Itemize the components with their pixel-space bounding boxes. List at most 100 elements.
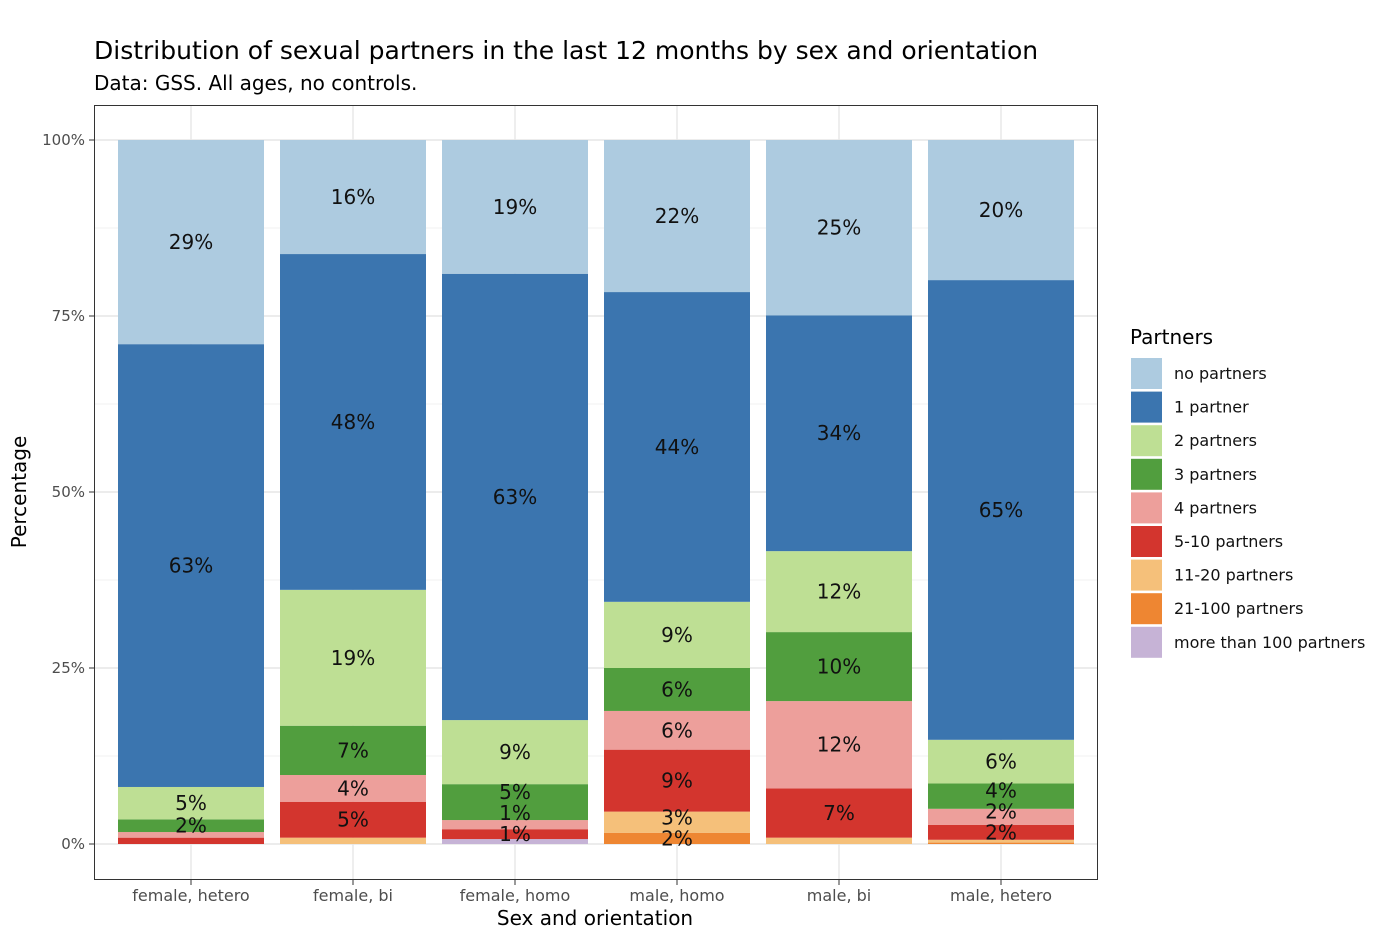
bar-segment — [928, 783, 1074, 809]
data-label: 4% — [985, 778, 1017, 802]
data-label: 63% — [169, 554, 213, 578]
legend-label: 21-100 partners — [1174, 599, 1303, 618]
bar-segment — [442, 820, 588, 830]
data-label: 6% — [985, 750, 1017, 774]
x-axis-title: Sex and orientation — [497, 906, 693, 930]
bar-segment — [280, 589, 426, 726]
legend-title: Partners — [1130, 325, 1213, 349]
data-label: 10% — [817, 655, 861, 679]
bar-segment — [280, 254, 426, 590]
legend-swatch — [1131, 593, 1162, 625]
legend-label: 11-20 partners — [1174, 566, 1293, 585]
panel-border — [94, 105, 1098, 880]
data-label: 65% — [979, 498, 1023, 522]
data-label: 29% — [169, 230, 213, 254]
data-label: 20% — [979, 198, 1023, 222]
bar-segment — [442, 839, 588, 844]
data-label: 19% — [331, 646, 375, 670]
legend-label: more than 100 partners — [1174, 633, 1365, 652]
bar-segment — [928, 842, 1074, 844]
data-label: 4% — [337, 776, 369, 800]
bar-segment — [604, 292, 750, 602]
data-label: 12% — [817, 580, 861, 604]
bar-segment — [928, 808, 1074, 825]
y-tick-label: 75% — [52, 307, 85, 325]
legend-swatch — [1131, 458, 1162, 490]
data-label: 5% — [175, 791, 207, 815]
data-label: 2% — [175, 814, 207, 838]
x-tick-label: female, bi — [313, 886, 393, 905]
data-label: 9% — [661, 623, 693, 647]
y-tick-label: 50% — [52, 483, 85, 501]
bar-segment — [442, 140, 588, 274]
y-tick-label: 0% — [61, 835, 85, 853]
data-label: 6% — [661, 677, 693, 701]
legend-label: no partners — [1174, 364, 1267, 383]
data-label: 44% — [655, 435, 699, 459]
data-label: 48% — [331, 410, 375, 434]
data-label: 6% — [661, 718, 693, 742]
x-tick-label: female, hetero — [132, 886, 249, 905]
bar-segment — [928, 140, 1074, 281]
y-tick-label: 100% — [42, 131, 85, 149]
data-label: 1% — [499, 822, 531, 846]
legend-label: 4 partners — [1174, 498, 1257, 517]
y-tick-label: 25% — [52, 659, 85, 677]
bar-segment — [118, 786, 264, 820]
data-label: 9% — [661, 769, 693, 793]
y-axis: 0% 25% 50% 75% 100% — [42, 131, 94, 853]
x-tick-label: male, homo — [629, 886, 724, 905]
data-label: 19% — [493, 195, 537, 219]
data-label: 12% — [817, 733, 861, 757]
y-axis-title: Percentage — [7, 436, 31, 549]
chart-title: Distribution of sexual partners in the l… — [94, 36, 1038, 65]
bar-segment — [442, 829, 588, 840]
bar-segment — [766, 551, 912, 633]
legend-swatch — [1131, 425, 1162, 457]
x-tick-label: male, bi — [807, 886, 871, 905]
legend-label: 3 partners — [1174, 465, 1257, 484]
legend: no partners 1 partner 2 partners 3 partners… — [1131, 358, 1365, 658]
chart-subtitle: Data: GSS. All ages, no controls. — [94, 71, 417, 95]
bar-segment — [280, 140, 426, 255]
bar-segment — [280, 801, 426, 838]
legend-swatch — [1131, 559, 1162, 591]
x-tick-label: female, homo — [460, 886, 571, 905]
bar-segment — [604, 710, 750, 750]
bar-segment — [928, 280, 1074, 740]
bar-segment — [766, 315, 912, 552]
bar-segment — [442, 720, 588, 785]
data-label: 63% — [493, 485, 537, 509]
bar-segment — [766, 701, 912, 789]
bar-segment — [928, 839, 1074, 843]
data-label: 25% — [817, 216, 861, 240]
data-label: 16% — [331, 185, 375, 209]
data-label: 3% — [661, 805, 693, 829]
bar-segment — [766, 140, 912, 316]
bar-segment — [442, 784, 588, 821]
bar-segment — [118, 819, 264, 833]
legend-swatch — [1131, 626, 1162, 658]
data-label: 5% — [337, 808, 369, 832]
data-label: 1% — [499, 801, 531, 825]
x-tick-label: male, hetero — [950, 886, 1052, 905]
bar-segment — [118, 344, 264, 787]
data-label: 22% — [655, 204, 699, 228]
bar-segment — [766, 632, 912, 702]
legend-swatch — [1131, 358, 1162, 389]
legend-label: 1 partner — [1174, 398, 1249, 417]
bar-segment — [766, 837, 912, 844]
data-label: 2% — [985, 799, 1017, 823]
bars: 2%5%63%29%5%4%7%19%48%16%1%1%5%9%63%19%2… — [118, 140, 1074, 850]
data-label: 34% — [817, 421, 861, 445]
bar-segment — [442, 273, 588, 721]
legend-swatch — [1131, 526, 1162, 557]
data-label: 2% — [661, 826, 693, 850]
legend-swatch — [1131, 492, 1162, 524]
data-label: 7% — [823, 801, 855, 825]
bar-segment — [280, 775, 426, 802]
bar-segment — [280, 837, 426, 844]
bar-segment — [604, 601, 750, 668]
data-label: 9% — [499, 740, 531, 764]
